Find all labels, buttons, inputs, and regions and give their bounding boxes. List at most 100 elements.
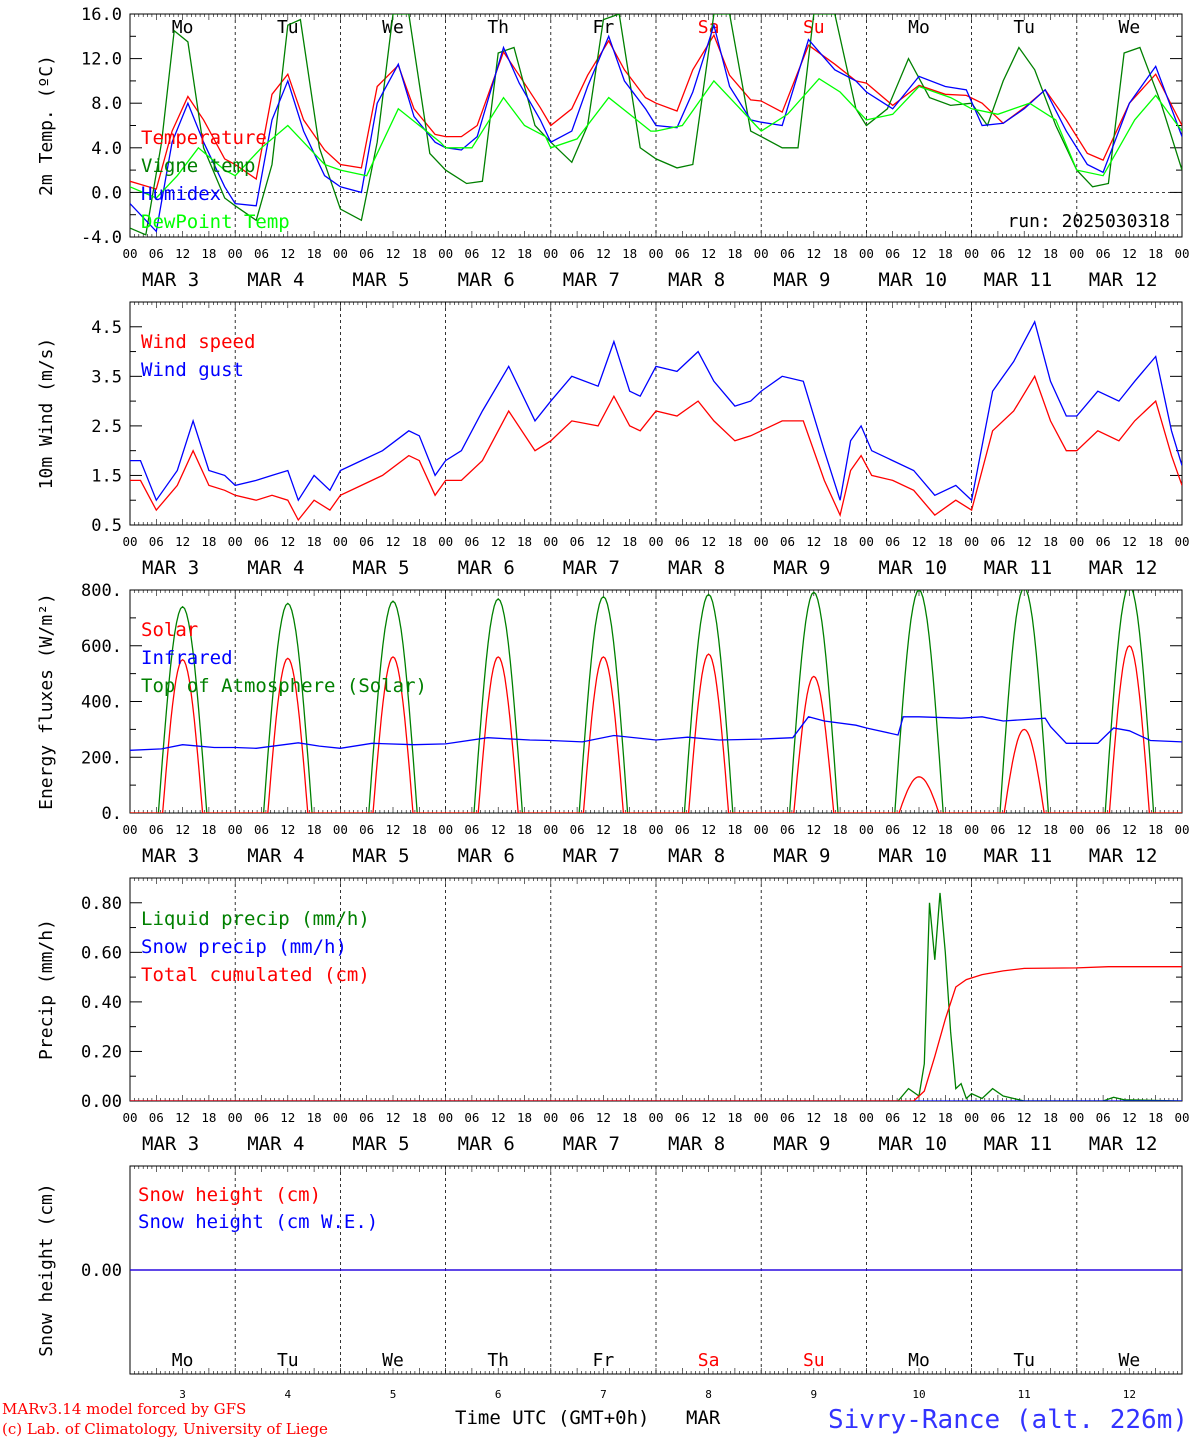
hour-tick-label: 12 [806, 1110, 821, 1125]
hour-tick-label: 12 [385, 246, 400, 261]
legend-entry: DewPoint Temp [141, 211, 290, 233]
hour-tick-label: 00 [122, 1110, 137, 1125]
hour-tick-label: 00 [964, 534, 979, 549]
hour-tick-label: 06 [464, 822, 479, 837]
hour-tick-label: 06 [1096, 1110, 1111, 1125]
date-label: MAR 7 [563, 845, 620, 867]
date-label: MAR 5 [352, 1133, 409, 1155]
day-number-label: 9 [810, 1388, 817, 1401]
y-tick-label: 3.5 [91, 367, 122, 387]
hour-tick-label: 18 [307, 1110, 322, 1125]
hour-tick-label: 12 [491, 534, 506, 549]
hour-tick-label: 18 [1043, 1110, 1058, 1125]
hour-tick-label: 18 [412, 822, 427, 837]
legend-entry: Solar [141, 619, 198, 641]
hour-tick-label: 18 [201, 1110, 216, 1125]
hour-tick-label: 12 [911, 1110, 926, 1125]
hour-tick-label: 06 [254, 822, 269, 837]
hour-tick-label: 06 [1096, 534, 1111, 549]
day-number-label: 3 [179, 1388, 186, 1401]
hour-tick-label: 00 [754, 1110, 769, 1125]
hour-tick-label: 12 [596, 1110, 611, 1125]
legend-entry: Wind gust [141, 359, 244, 381]
hour-tick-label: 00 [648, 534, 663, 549]
day-name-label: Mo [908, 1350, 930, 1371]
legend-entry: Snow precip (mm/h) [141, 936, 347, 958]
day-name-label: We [1119, 17, 1141, 38]
date-label: MAR 3 [142, 1133, 199, 1155]
hour-tick-label: 18 [1043, 822, 1058, 837]
series-line-2 [130, 14, 1182, 236]
date-label: MAR 11 [984, 269, 1053, 291]
hour-tick-label: 12 [701, 246, 716, 261]
hour-tick-label: 00 [228, 822, 243, 837]
date-label: MAR 8 [668, 845, 725, 867]
hour-tick-label: 06 [570, 822, 585, 837]
hour-tick-label: 06 [570, 1110, 585, 1125]
y-tick-label: 2.5 [91, 417, 122, 437]
date-label: MAR 6 [458, 845, 515, 867]
y-axis-label: 10m Wind (m/s) [36, 338, 57, 490]
date-label: MAR 8 [668, 1133, 725, 1155]
hour-tick-label: 12 [280, 822, 295, 837]
hour-tick-label: 18 [833, 1110, 848, 1125]
hour-tick-label: 12 [175, 1110, 190, 1125]
legend-entry: Snow height (cm) [138, 1184, 321, 1206]
hour-tick-label: 00 [1174, 822, 1189, 837]
hour-tick-label: 06 [675, 1110, 690, 1125]
hour-ticks [129, 590, 1183, 813]
day-name-label: Tu [277, 1350, 299, 1371]
hour-tick-label: 12 [701, 822, 716, 837]
hour-tick-label: 06 [990, 822, 1005, 837]
date-label: MAR 6 [458, 557, 515, 579]
legend-entry: Snow height (cm W.E.) [138, 1211, 378, 1233]
hour-tick-label: 00 [543, 1110, 558, 1125]
hour-tick-label: 18 [1148, 534, 1163, 549]
date-label: MAR 7 [563, 269, 620, 291]
hour-tick-label: 18 [201, 822, 216, 837]
day-name-label: Sa [698, 17, 720, 38]
date-label: MAR 4 [247, 557, 304, 579]
hour-tick-label: 00 [648, 246, 663, 261]
hour-tick-label: 12 [1017, 1110, 1032, 1125]
hour-tick-label: 06 [254, 1110, 269, 1125]
hour-tick-label: 12 [701, 1110, 716, 1125]
day-name-label: Mo [908, 17, 930, 38]
series-line-2 [130, 320, 1182, 502]
hour-tick-label: 00 [122, 246, 137, 261]
hour-tick-label: 18 [1148, 822, 1163, 837]
hour-tick-label: 00 [333, 246, 348, 261]
date-label: MAR 10 [878, 1133, 947, 1155]
y-tick-label: 0.80 [81, 894, 122, 914]
date-label: MAR 4 [247, 269, 304, 291]
date-label: MAR 12 [1089, 269, 1158, 291]
legend-entry: Vigne temp [141, 155, 255, 177]
hour-tick-label: 12 [911, 822, 926, 837]
hour-tick-label: 06 [675, 246, 690, 261]
hour-tick-label: 18 [833, 246, 848, 261]
hour-ticks [129, 14, 1183, 237]
hour-tick-label: 18 [727, 1110, 742, 1125]
hour-tick-label: 12 [175, 822, 190, 837]
hour-tick-label: 12 [1122, 1110, 1137, 1125]
panel-4: 0.00 0.20 0.40 0.60 0.80 Precip (mm/h) 00 06 12 1… [36, 877, 1190, 1155]
hour-tick-label: 06 [1096, 822, 1111, 837]
hour-tick-label: 12 [596, 246, 611, 261]
hour-tick-label: 00 [228, 1110, 243, 1125]
series-line-3 [130, 966, 1182, 1101]
hour-tick-label: 06 [464, 246, 479, 261]
hour-tick-label: 06 [885, 246, 900, 261]
hour-tick-label: 00 [1174, 534, 1189, 549]
date-label: MAR 8 [668, 269, 725, 291]
hour-tick-label: 18 [201, 246, 216, 261]
hour-tick-label: 18 [307, 822, 322, 837]
hour-tick-label: 06 [780, 534, 795, 549]
x-axis-month: MAR [686, 1407, 721, 1429]
y-tick-label: 4.0 [91, 139, 122, 159]
y-tick-label: 600. [81, 637, 122, 657]
hour-tick-label: 12 [1017, 534, 1032, 549]
hour-tick-label: 12 [491, 246, 506, 261]
lab-credit: (c) Lab. of Climatology, University of L… [2, 1420, 328, 1438]
hour-tick-label: 06 [990, 534, 1005, 549]
hour-tick-label: 12 [806, 246, 821, 261]
